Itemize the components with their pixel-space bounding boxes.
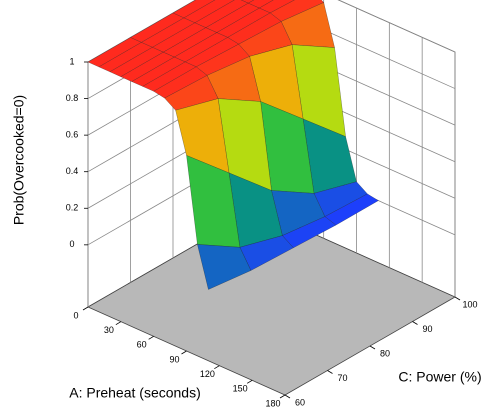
x-tick-label: 150 <box>233 384 248 394</box>
y-tick-label: 80 <box>380 348 390 358</box>
tick-mark <box>412 321 418 325</box>
tick-mark <box>246 379 253 384</box>
y-tick-label: 100 <box>462 299 477 309</box>
x-tick-label: 90 <box>169 354 179 364</box>
y-tick-label: 70 <box>337 373 347 383</box>
z-tick-label: 0.8 <box>66 93 79 103</box>
tick-mark <box>454 296 461 301</box>
z-tick-label: 0.2 <box>66 203 79 213</box>
tick-mark <box>284 394 291 399</box>
tick-mark <box>214 365 220 370</box>
z-tick-label: 0.6 <box>66 130 79 140</box>
z-tick-label: 1 <box>69 56 74 66</box>
tick-mark <box>369 345 376 350</box>
z-tick-label: 0.4 <box>66 166 79 176</box>
tick-mark <box>148 335 154 340</box>
tick-mark <box>82 306 89 311</box>
z-tick-label: 0 <box>69 239 74 249</box>
x-tick-label: 60 <box>137 340 147 350</box>
z-axis-title: Prob(Overcooked=0) <box>11 95 27 225</box>
tick-mark <box>115 321 122 326</box>
x-tick-label: 0 <box>73 310 78 320</box>
surface-cell <box>197 244 252 290</box>
tick-mark <box>181 350 187 355</box>
y-tick-label: 60 <box>295 397 305 407</box>
x-tick-label: 30 <box>104 325 114 335</box>
x-tick-label: 180 <box>265 398 280 408</box>
x-tick-label: 120 <box>200 369 215 379</box>
tick-mark <box>279 394 286 399</box>
x-axis-title: A: Preheat (seconds) <box>69 385 201 401</box>
y-axis-title: C: Power (%) <box>398 369 481 385</box>
tick-mark <box>327 370 333 374</box>
y-tick-label: 90 <box>422 324 432 334</box>
